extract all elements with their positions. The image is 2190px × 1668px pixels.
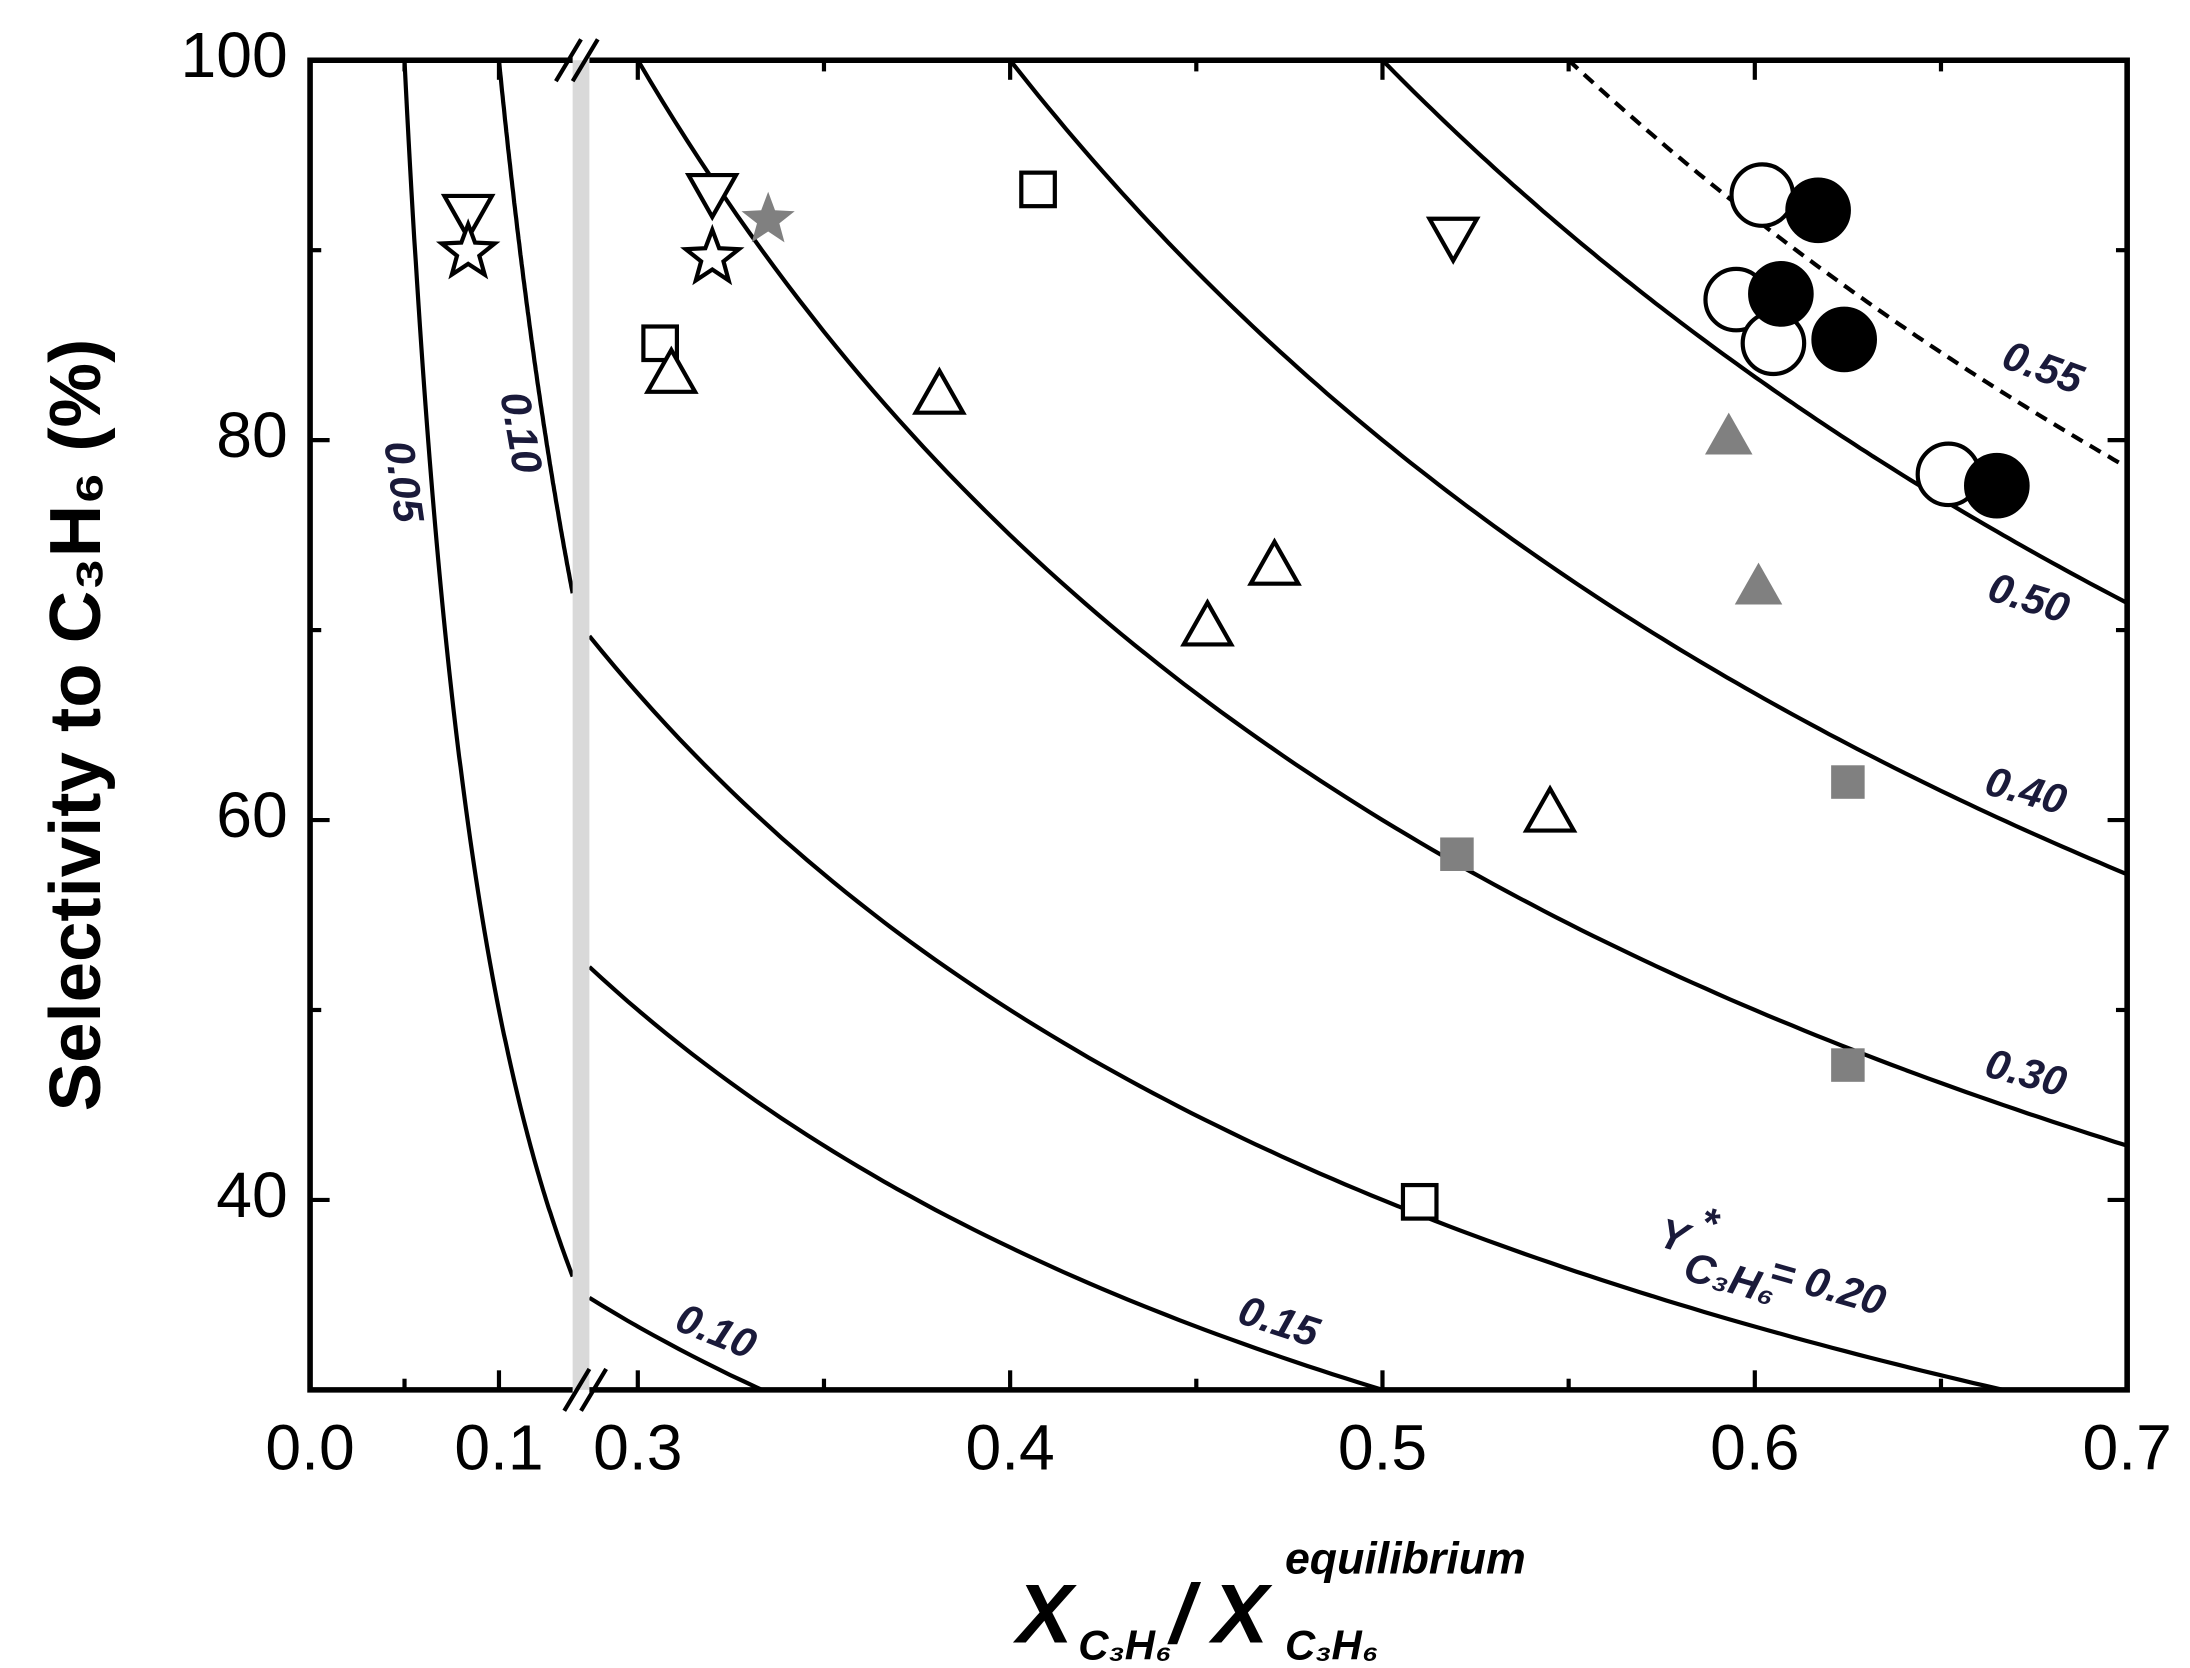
- contour-line: [496, 60, 573, 594]
- data-point: [1785, 177, 1851, 244]
- x-axis-title-sub: C₃H₆: [1285, 1621, 1378, 1668]
- x-tick-label: 0.0: [265, 1412, 354, 1484]
- data-point: [912, 366, 967, 415]
- contour-label-group: Y *C₃H₆= 0.20: [1654, 1197, 1891, 1325]
- data-point: [641, 324, 679, 363]
- contour-label: 0.50: [1983, 563, 2075, 632]
- contour-label-sup: *: [1695, 1197, 1725, 1247]
- x-tick-label: 0.7: [2083, 1412, 2172, 1484]
- contour-label: 0.40: [1981, 757, 2072, 824]
- data-point: [435, 218, 501, 280]
- contour-label-group: 0.30: [1981, 1039, 2072, 1106]
- contour-label-group: 0.40: [1981, 757, 2072, 824]
- data-point: [440, 193, 496, 243]
- data-point: [1964, 452, 2030, 519]
- contour-label-group: 0.50: [1983, 563, 2075, 632]
- x-axis-title-sup: equilibrium: [1285, 1534, 1526, 1583]
- contour-label: = 0.20: [1765, 1247, 1891, 1325]
- data-point: [741, 191, 795, 243]
- contour-label-sub: C₃H₆: [1679, 1242, 1782, 1313]
- axis-break-band: [572, 60, 590, 1390]
- y-tick-label: 100: [181, 19, 288, 91]
- contour-line: [1567, 60, 2128, 470]
- data-point: [1831, 1048, 1865, 1082]
- contour-label: 0.55: [1997, 331, 2090, 403]
- data-point: [680, 223, 745, 286]
- data-point: [1748, 261, 1814, 327]
- x-axis-title: X C₃H₆ / X equilibrium C₃H₆: [1013, 1534, 1526, 1668]
- x-tick-label: 0.5: [1338, 1412, 1427, 1484]
- contour-line: [402, 60, 573, 1278]
- data-point: [643, 345, 699, 394]
- contour-label: 0.10: [491, 388, 551, 476]
- x-axis-title-separator: /: [1166, 1566, 1201, 1660]
- contour-label-group: 0.10: [491, 388, 551, 476]
- data-point: [1180, 598, 1235, 647]
- data-point: [1522, 784, 1578, 833]
- data-point: [1831, 765, 1865, 799]
- y-tick-label: 40: [216, 1159, 287, 1231]
- y-tick-label: 60: [216, 779, 287, 851]
- contour-label-group: 0.10: [670, 1294, 763, 1368]
- x-tick-label: 0.6: [1710, 1412, 1799, 1484]
- data-point: [1019, 170, 1057, 209]
- contour-label-group: 0.05: [375, 438, 433, 526]
- data-point: [1247, 537, 1302, 586]
- contour-label: 0.30: [1981, 1039, 2072, 1106]
- contour-line: [589, 965, 1390, 1390]
- y-axis-title: Selectivity to C₃H₆ (%): [35, 339, 116, 1112]
- y-tick-label: 80: [216, 399, 287, 471]
- contour-label: 0.10: [670, 1294, 763, 1368]
- data-point: [1811, 306, 1877, 373]
- contour-line: [589, 634, 2013, 1390]
- contour-line: [636, 60, 2128, 1148]
- data-point: [1440, 837, 1474, 871]
- x-axis-title-sub: C₃H₆: [1078, 1621, 1171, 1668]
- x-axis-title-symbol: X: [1208, 1566, 1273, 1660]
- data-point: [1425, 216, 1481, 265]
- x-tick-label: 0.1: [454, 1412, 543, 1484]
- contour-label-group: 0.55: [1997, 331, 2090, 403]
- contour-label: 0.05: [375, 438, 433, 526]
- x-tick-label: 0.3: [593, 1412, 682, 1484]
- contour-line: [1380, 60, 2128, 605]
- data-point: [1400, 1182, 1439, 1221]
- data-point: [1705, 412, 1753, 455]
- axis-frame: [307, 38, 2130, 1412]
- data-point: [1729, 162, 1796, 228]
- data-point: [684, 172, 740, 222]
- x-axis-title-symbol: X: [1013, 1566, 1078, 1660]
- x-tick-label: 0.4: [965, 1412, 1054, 1484]
- data-point: [1734, 562, 1783, 605]
- contour-line: [1008, 60, 2128, 877]
